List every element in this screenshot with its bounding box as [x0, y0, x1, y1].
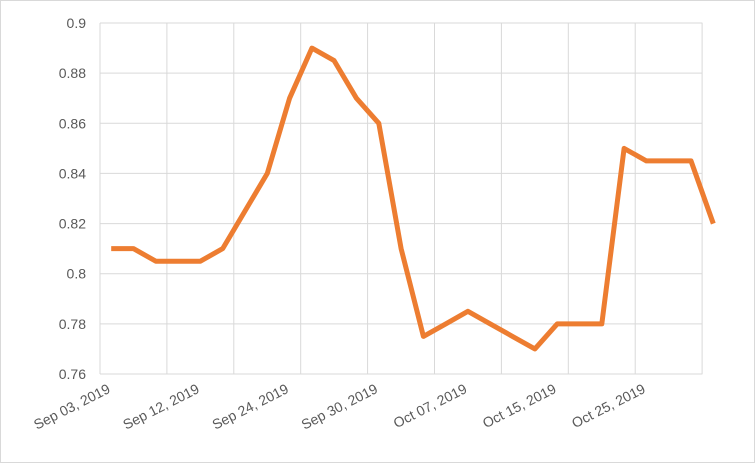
y-tick-label: 0.82 — [59, 216, 86, 232]
y-tick-label: 0.9 — [67, 15, 87, 31]
y-tick-label: 0.86 — [59, 115, 86, 131]
y-tick-label: 0.88 — [59, 65, 86, 81]
y-tick-label: 0.76 — [59, 366, 86, 382]
y-tick-label: 0.84 — [59, 165, 86, 181]
line-series — [111, 45, 716, 352]
y-tick-label: 0.8 — [67, 266, 87, 282]
y-tick-label: 0.78 — [59, 316, 86, 332]
